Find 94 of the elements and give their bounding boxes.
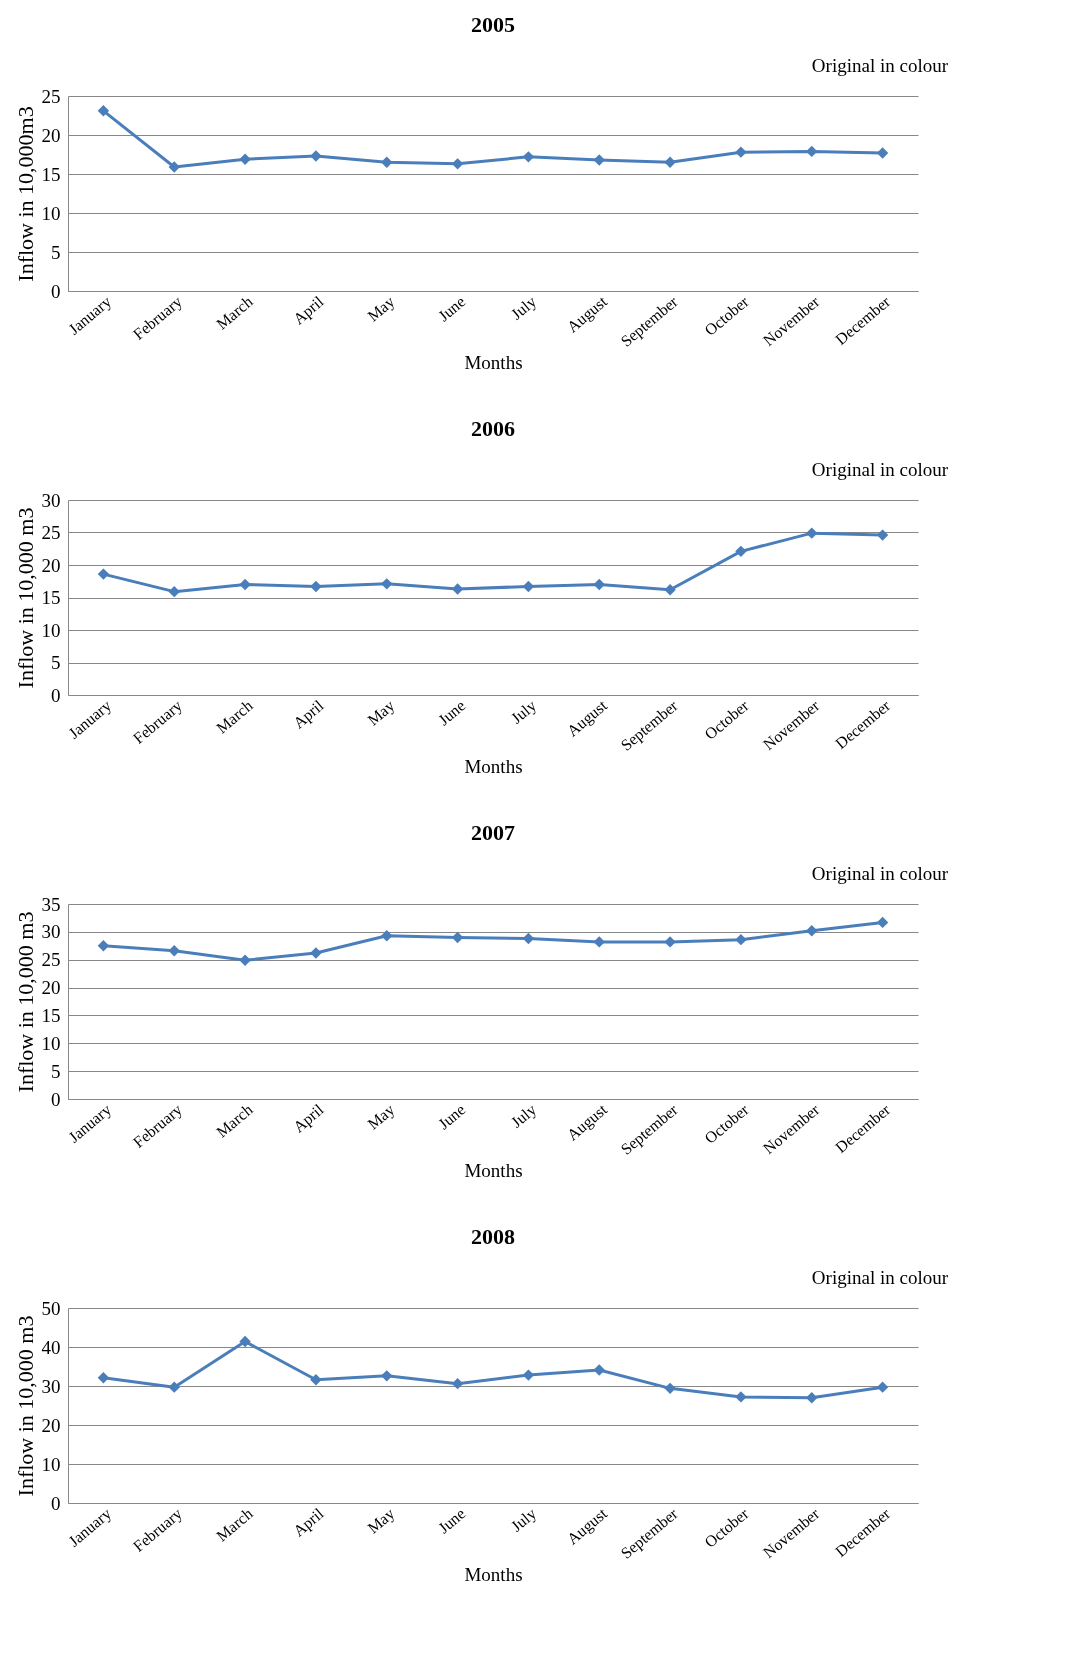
- point: [806, 1392, 818, 1404]
- x-axis-title: Months: [464, 351, 523, 373]
- x-tick-label: July: [507, 696, 540, 728]
- x-tick-label: July: [507, 292, 540, 324]
- x-tick-label: June: [434, 1504, 469, 1537]
- point: [593, 1364, 605, 1376]
- chart-title: 2007: [471, 820, 515, 845]
- point: [310, 580, 322, 593]
- y-tick-label: 0: [51, 1088, 61, 1110]
- point: [381, 1370, 393, 1382]
- y-tick-label: 15: [41, 1004, 61, 1026]
- point: [239, 578, 251, 591]
- x-tick-label: June: [434, 292, 469, 325]
- y-tick-label: 10: [41, 202, 61, 224]
- point: [664, 156, 676, 168]
- y-axis-title: Inflow in 10,000m3: [12, 106, 38, 282]
- text: Original in colour: [811, 55, 949, 76]
- y-axis-title: Inflow in 10,000 m3: [12, 507, 38, 689]
- y-tick-label: 20: [41, 124, 61, 146]
- point: [381, 578, 393, 590]
- point: [806, 145, 818, 158]
- y-tick-label: 0: [51, 1492, 61, 1514]
- y-tick-label: 35: [41, 893, 61, 915]
- x-tick-label: May: [364, 696, 399, 730]
- y-tick-label: 10: [41, 1032, 61, 1054]
- y-tick-label: 15: [41, 163, 61, 185]
- y-tick-label: 25: [41, 949, 61, 971]
- point: [97, 105, 110, 117]
- point: [97, 568, 110, 580]
- x-axis-title: Months: [464, 1563, 523, 1585]
- point: [310, 947, 322, 959]
- point: [168, 585, 180, 598]
- point: [168, 1381, 180, 1393]
- y-tick-label: 30: [41, 489, 61, 511]
- x-tick-label: June: [434, 696, 469, 729]
- point: [593, 936, 605, 948]
- chart-title: 2006: [471, 416, 515, 441]
- y-tick-label: 5: [51, 652, 61, 673]
- text: Original in colour: [811, 1267, 949, 1288]
- point: [168, 945, 180, 957]
- point: [806, 925, 818, 937]
- point: [664, 936, 676, 948]
- y-tick-label: 10: [41, 1453, 61, 1475]
- x-tick-label: May: [364, 292, 399, 326]
- point: [735, 933, 747, 946]
- y-tick-label: 20: [41, 554, 61, 576]
- x-tick-label: July: [507, 1100, 540, 1132]
- y-tick-label: 20: [41, 1414, 61, 1436]
- point: [664, 584, 676, 596]
- point: [593, 578, 605, 591]
- point: [239, 153, 251, 165]
- y-tick-label: 30: [41, 921, 61, 943]
- y-tick-label: 25: [41, 85, 61, 107]
- point: [522, 580, 535, 593]
- point: [735, 146, 747, 158]
- y-axis-title: Inflow in 10,000 m3: [12, 1315, 38, 1497]
- point: [664, 1382, 676, 1395]
- y-tick-label: 40: [41, 1336, 61, 1358]
- point: [97, 1372, 110, 1384]
- point: [876, 916, 889, 929]
- point: [451, 1377, 464, 1390]
- y-tick-label: 25: [41, 522, 61, 543]
- text: Original in colour: [811, 459, 949, 480]
- y-tick-label: 50: [41, 1297, 61, 1319]
- y-tick-label: 5: [51, 241, 61, 263]
- x-tick-label: June: [434, 1100, 469, 1133]
- text: Original in colour: [811, 863, 949, 884]
- chart-title: 2008: [471, 1224, 515, 1249]
- x-tick-label: May: [364, 1100, 399, 1134]
- point: [310, 1374, 322, 1386]
- point: [168, 161, 180, 173]
- y-tick-label: 0: [51, 684, 61, 706]
- y-tick-label: 10: [41, 619, 61, 641]
- y-tick-label: 30: [41, 1375, 61, 1397]
- chart-title: 2005: [471, 12, 515, 37]
- y-tick-label: 0: [51, 280, 61, 302]
- point: [239, 1335, 251, 1348]
- y-axis-title: Inflow in 10,000 m3: [12, 911, 38, 1093]
- point: [97, 940, 110, 952]
- x-axis-title: Months: [464, 755, 523, 777]
- y-tick-label: 20: [41, 977, 61, 999]
- point: [381, 156, 393, 168]
- point: [876, 1381, 889, 1393]
- y-tick-label: 5: [51, 1060, 61, 1082]
- x-axis-title: Months: [464, 1159, 523, 1181]
- x-tick-label: July: [507, 1504, 540, 1536]
- point: [239, 954, 251, 966]
- x-tick-label: May: [364, 1504, 399, 1538]
- point: [310, 150, 322, 162]
- point: [735, 1391, 747, 1403]
- point: [593, 154, 605, 166]
- y-tick-label: 15: [41, 587, 61, 608]
- point: [381, 930, 393, 942]
- point: [735, 545, 747, 558]
